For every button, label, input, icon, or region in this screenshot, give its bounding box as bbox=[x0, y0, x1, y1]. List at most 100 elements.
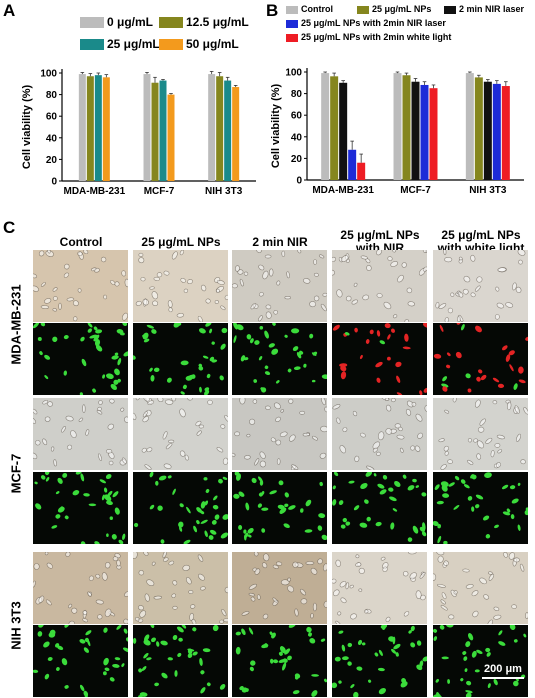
cell bbox=[340, 255, 349, 262]
cell bbox=[286, 271, 290, 279]
cell bbox=[390, 261, 399, 267]
cell bbox=[117, 357, 122, 366]
cell bbox=[43, 641, 50, 648]
cell bbox=[72, 316, 78, 322]
cell bbox=[103, 657, 109, 666]
cell bbox=[324, 678, 327, 683]
micrograph-cells bbox=[232, 398, 327, 470]
micrograph-cells bbox=[235, 625, 327, 697]
legend-swatch bbox=[80, 17, 104, 28]
micrograph-cells bbox=[332, 250, 427, 322]
cell bbox=[470, 292, 476, 298]
cell bbox=[344, 332, 350, 336]
cell bbox=[506, 508, 511, 513]
cell bbox=[412, 525, 419, 534]
panel-letter-c: C bbox=[3, 218, 16, 237]
cell bbox=[509, 625, 516, 631]
cell bbox=[493, 606, 500, 611]
cell bbox=[402, 346, 411, 350]
cell bbox=[106, 500, 113, 506]
cell bbox=[162, 552, 168, 559]
micrograph-cells bbox=[133, 552, 228, 624]
cell bbox=[153, 276, 160, 281]
cell bbox=[396, 434, 405, 440]
cell bbox=[313, 259, 318, 265]
cell bbox=[258, 492, 264, 497]
cell bbox=[250, 303, 257, 310]
cell bbox=[202, 648, 211, 653]
cell bbox=[312, 602, 317, 612]
cell bbox=[417, 432, 423, 439]
cell bbox=[167, 657, 173, 661]
cell bbox=[502, 511, 511, 516]
cell bbox=[511, 498, 519, 504]
micrograph-fluorescence bbox=[433, 472, 528, 544]
cell bbox=[525, 612, 528, 619]
cell bbox=[443, 540, 448, 544]
cell bbox=[476, 376, 481, 382]
cell bbox=[509, 364, 514, 372]
cell bbox=[183, 539, 191, 544]
cell bbox=[488, 573, 495, 581]
cell bbox=[487, 619, 493, 624]
cell bbox=[107, 490, 113, 497]
cell bbox=[233, 493, 240, 499]
cell bbox=[284, 503, 289, 508]
cell bbox=[133, 355, 136, 360]
cell bbox=[320, 425, 327, 433]
cell bbox=[513, 383, 518, 390]
cell bbox=[123, 618, 128, 624]
cell bbox=[364, 499, 369, 504]
cell bbox=[113, 379, 119, 385]
cell bbox=[94, 541, 100, 544]
cell bbox=[179, 526, 183, 532]
cell bbox=[433, 636, 438, 641]
cell bbox=[402, 570, 409, 577]
micrograph-fluorescence bbox=[232, 625, 327, 697]
cell bbox=[104, 667, 110, 672]
cell bbox=[476, 453, 482, 460]
cell bbox=[340, 371, 347, 380]
cell bbox=[503, 552, 508, 558]
cell bbox=[455, 292, 460, 297]
cell bbox=[238, 491, 245, 497]
cell bbox=[264, 371, 271, 376]
cell bbox=[182, 384, 187, 390]
micrograph-cells bbox=[133, 398, 228, 470]
cell bbox=[495, 462, 501, 468]
cell bbox=[332, 404, 341, 410]
cell bbox=[294, 675, 299, 680]
legend-swatch bbox=[286, 20, 298, 28]
cell bbox=[353, 505, 360, 511]
cell bbox=[220, 424, 226, 429]
cell bbox=[219, 375, 224, 381]
micrograph-cells bbox=[232, 250, 327, 322]
cell bbox=[55, 491, 60, 495]
cell bbox=[92, 388, 97, 393]
cell bbox=[241, 611, 250, 616]
x-tick-label: MCF-7 bbox=[400, 185, 431, 196]
cell bbox=[192, 627, 197, 632]
cell bbox=[313, 295, 320, 302]
cell bbox=[488, 571, 493, 575]
cell bbox=[39, 351, 43, 356]
cell bbox=[135, 300, 142, 306]
cell bbox=[448, 482, 455, 487]
legend-swatch bbox=[80, 39, 104, 50]
cell bbox=[196, 430, 202, 436]
cell bbox=[333, 472, 339, 477]
cell bbox=[410, 642, 416, 648]
cell bbox=[160, 539, 165, 544]
cell bbox=[95, 599, 104, 605]
cell bbox=[141, 447, 147, 453]
cell bbox=[407, 485, 415, 491]
cell bbox=[419, 571, 426, 579]
y-tick-label: 20 bbox=[291, 154, 303, 165]
cell bbox=[423, 387, 427, 393]
row-head-mcf7: MCF-7 bbox=[8, 453, 24, 493]
cell bbox=[453, 590, 458, 595]
cell bbox=[211, 341, 215, 345]
cell bbox=[224, 294, 228, 300]
cell bbox=[358, 588, 363, 592]
cell bbox=[342, 427, 348, 433]
